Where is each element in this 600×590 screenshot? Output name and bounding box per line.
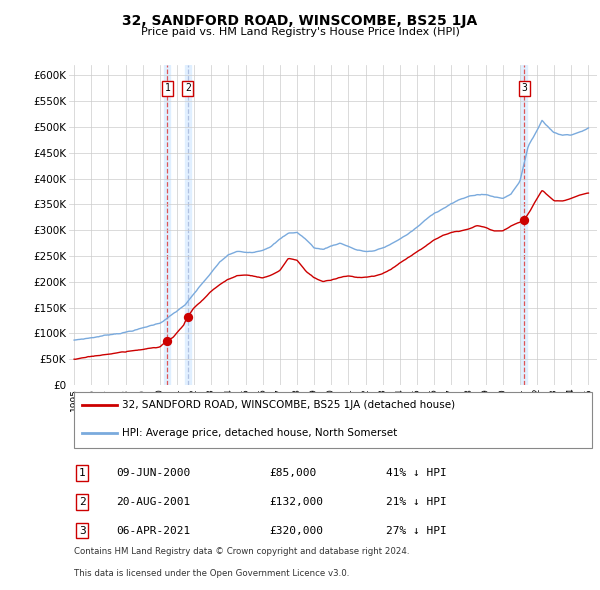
Text: £320,000: £320,000 [269,526,323,536]
Text: Contains HM Land Registry data © Crown copyright and database right 2024.: Contains HM Land Registry data © Crown c… [74,547,410,556]
FancyBboxPatch shape [74,392,592,448]
Text: 06-APR-2021: 06-APR-2021 [116,526,191,536]
Text: 3: 3 [79,526,86,536]
Point [183,312,193,322]
Point [163,336,172,346]
Text: 2: 2 [79,497,86,507]
Text: HPI: Average price, detached house, North Somerset: HPI: Average price, detached house, Nort… [122,428,397,438]
Bar [185,65,191,385]
Text: 41% ↓ HPI: 41% ↓ HPI [386,468,446,478]
Text: 32, SANDFORD ROAD, WINSCOMBE, BS25 1JA: 32, SANDFORD ROAD, WINSCOMBE, BS25 1JA [122,14,478,28]
Text: 32, SANDFORD ROAD, WINSCOMBE, BS25 1JA (detached house): 32, SANDFORD ROAD, WINSCOMBE, BS25 1JA (… [122,400,455,410]
Text: 09-JUN-2000: 09-JUN-2000 [116,468,191,478]
Bar [164,65,170,385]
Text: 3: 3 [521,83,527,93]
Text: 20-AUG-2001: 20-AUG-2001 [116,497,191,507]
Text: 1: 1 [79,468,86,478]
Text: £85,000: £85,000 [269,468,317,478]
Text: 21% ↓ HPI: 21% ↓ HPI [386,497,446,507]
Text: 27% ↓ HPI: 27% ↓ HPI [386,526,446,536]
Text: £132,000: £132,000 [269,497,323,507]
Text: 1: 1 [164,83,170,93]
Bar [521,65,527,385]
Text: Price paid vs. HM Land Registry's House Price Index (HPI): Price paid vs. HM Land Registry's House … [140,28,460,37]
Point [520,215,529,225]
Text: This data is licensed under the Open Government Licence v3.0.: This data is licensed under the Open Gov… [74,569,350,578]
Text: 2: 2 [185,83,191,93]
